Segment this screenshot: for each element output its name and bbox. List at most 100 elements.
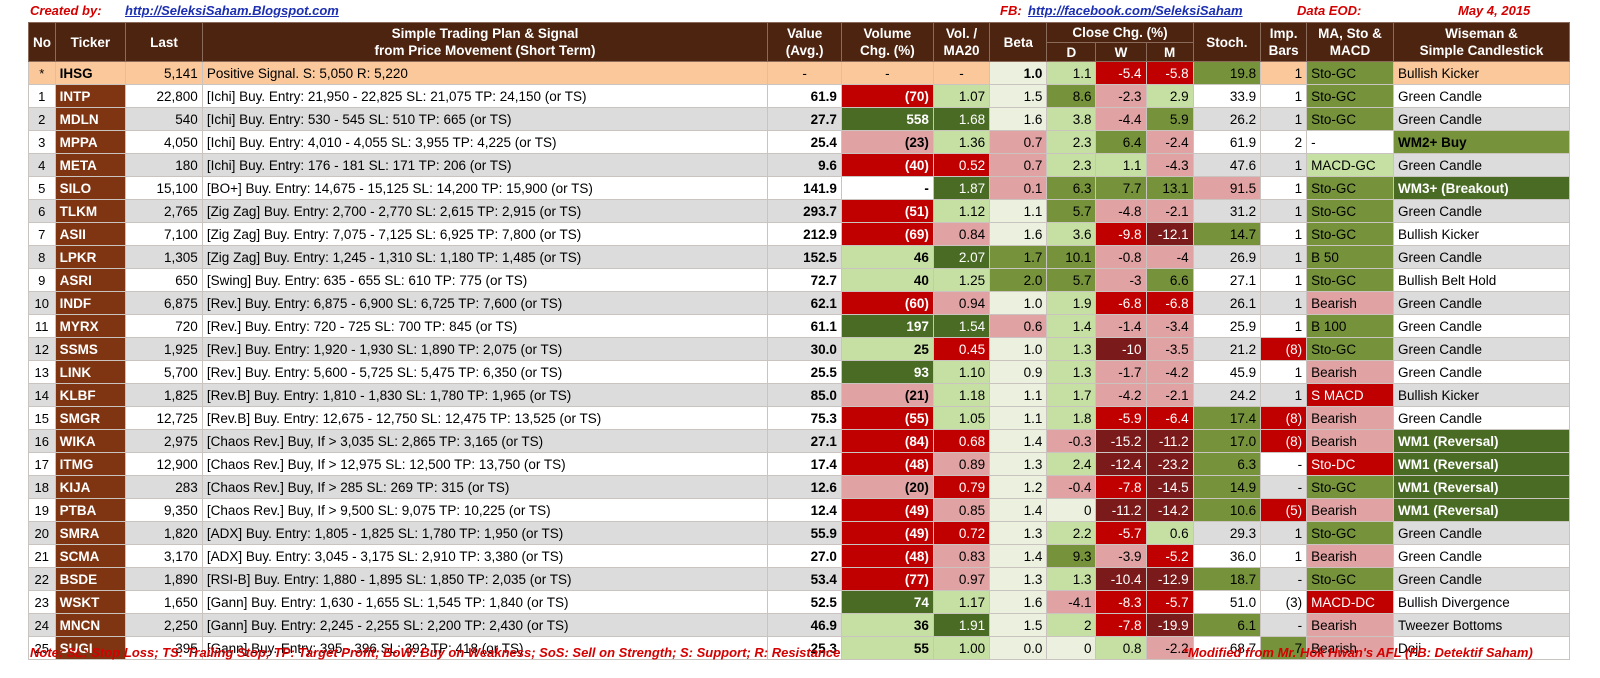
cell-ma: B 100 bbox=[1306, 314, 1394, 338]
cell-wise: Tweezer Bottoms bbox=[1393, 613, 1570, 637]
cell-vol: 1.10 bbox=[932, 360, 991, 384]
cell-volume: (55) bbox=[840, 406, 934, 430]
cell-wise: Green Candle bbox=[1393, 337, 1570, 361]
cell-volume: (48) bbox=[840, 544, 934, 568]
cell-d: 1.4 bbox=[1046, 314, 1097, 338]
table-row: * IHSG 5,141 Positive Signal. S: 5,050 R: 5… bbox=[28, 61, 1570, 85]
cell-plan: Positive Signal. S: 5,050 R: 5,220 bbox=[201, 61, 769, 85]
cell-plan: [Zig Zag] Buy. Entry: 1,245 - 1,310 SL: … bbox=[201, 245, 769, 269]
cell-no: 9 bbox=[28, 268, 56, 292]
cell-ma: Sto-DC bbox=[1306, 452, 1394, 476]
cell-value: 27.7 bbox=[767, 107, 842, 131]
cell-ticker: SUGI bbox=[54, 636, 127, 660]
cell-plan: [Rev.B] Buy. Entry: 1,810 - 1,830 SL: 1,… bbox=[201, 383, 769, 407]
cell-imp: 1 bbox=[1260, 521, 1308, 545]
cell-volume: (69) bbox=[840, 222, 934, 246]
cell-ticker: LPKR bbox=[54, 245, 127, 269]
cell-imp: 1 bbox=[1260, 383, 1308, 407]
cell-vol: 1.87 bbox=[932, 176, 991, 200]
cell-no: 24 bbox=[28, 613, 56, 637]
cell-value: 25.4 bbox=[767, 130, 842, 154]
col-stoch: Stoch. bbox=[1192, 22, 1262, 62]
cell-vol: - bbox=[932, 61, 991, 85]
cell-m: -4 bbox=[1145, 245, 1194, 269]
cell-ticker: MNCN bbox=[54, 613, 127, 637]
cell-vol: 1.91 bbox=[932, 613, 991, 637]
cell-ma: Sto-GC bbox=[1306, 199, 1394, 223]
cell-no: 8 bbox=[28, 245, 56, 269]
cell-w: -4.4 bbox=[1095, 107, 1147, 131]
cell-stoch: 47.6 bbox=[1192, 153, 1262, 177]
cell-ma: B 50 bbox=[1306, 245, 1394, 269]
table-row: 15 SMGR 12,725 [Rev.B] Buy. Entry: 12,675 -… bbox=[28, 406, 1570, 430]
cell-w: -7.8 bbox=[1095, 475, 1147, 499]
col-plan: Simple Trading Plan & Signal from Price M… bbox=[201, 22, 769, 62]
table-row: 14 KLBF 1,825 [Rev.B] Buy. Entry: 1,810 - 1… bbox=[28, 383, 1570, 407]
cell-no: 2 bbox=[28, 107, 56, 131]
facebook-link[interactable]: http://facebook.com/SeleksiSaham bbox=[1028, 3, 1243, 18]
cell-last: 2,250 bbox=[125, 613, 203, 637]
cell-beta: 1.3 bbox=[989, 567, 1048, 591]
cell-stoch: 91.5 bbox=[1192, 176, 1262, 200]
cell-volume: (23) bbox=[840, 130, 934, 154]
cell-d: 5.7 bbox=[1046, 199, 1097, 223]
cell-ticker: WIKA bbox=[54, 429, 127, 453]
cell-plan: [ADX] Buy. Entry: 1,805 - 1,825 SL: 1,78… bbox=[201, 521, 769, 545]
cell-w: -7.8 bbox=[1095, 613, 1147, 637]
cell-volume: 197 bbox=[840, 314, 934, 338]
cell-d: 3.6 bbox=[1046, 222, 1097, 246]
table-row: 23 WSKT 1,650 [Gann] Buy. Entry: 1,630 - 1,… bbox=[28, 590, 1570, 614]
cell-no: 3 bbox=[28, 130, 56, 154]
cell-wise: Green Candle bbox=[1393, 84, 1570, 108]
cell-m: -19.9 bbox=[1145, 613, 1194, 637]
cell-last: 12,900 bbox=[125, 452, 203, 476]
cell-wise: Green Candle bbox=[1393, 544, 1570, 568]
blog-link[interactable]: http://SeleksiSaham.Blogspot.com bbox=[125, 3, 339, 18]
cell-last: 650 bbox=[125, 268, 203, 292]
cell-volume: (60) bbox=[840, 291, 934, 315]
cell-m: -12.9 bbox=[1145, 567, 1194, 591]
cell-no: 15 bbox=[28, 406, 56, 430]
col-last: Last bbox=[125, 22, 203, 62]
cell-beta: 0.0 bbox=[989, 636, 1048, 660]
cell-plan: [Ichi] Buy. Entry: 4,010 - 4,055 SL: 3,9… bbox=[201, 130, 769, 154]
cell-w: -12.4 bbox=[1095, 452, 1147, 476]
cell-ticker: KLBF bbox=[54, 383, 127, 407]
cell-last: 5,141 bbox=[125, 61, 203, 85]
cell-wise: Green Candle bbox=[1393, 360, 1570, 384]
cell-wise: Bullish Kicker bbox=[1393, 383, 1570, 407]
cell-last: 5,700 bbox=[125, 360, 203, 384]
table-row: 21 SCMA 3,170 [ADX] Buy. Entry: 3,045 - 3,1… bbox=[28, 544, 1570, 568]
cell-imp: 1 bbox=[1260, 245, 1308, 269]
cell-ticker: ASRI bbox=[54, 268, 127, 292]
cell-d: 1.7 bbox=[1046, 383, 1097, 407]
table-row: 2 MDLN 540 [Ichi] Buy. Entry: 530 - 545 SL:… bbox=[28, 107, 1570, 131]
cell-value: 27.1 bbox=[767, 429, 842, 453]
cell-ticker: BSDE bbox=[54, 567, 127, 591]
table-row: 5 SILO 15,100 [BO+] Buy. Entry: 14,675 - 15… bbox=[28, 176, 1570, 200]
cell-m: -2.1 bbox=[1145, 383, 1194, 407]
cell-d: 9.3 bbox=[1046, 544, 1097, 568]
cell-m: -6.4 bbox=[1145, 406, 1194, 430]
cell-wise: Bullish Divergence bbox=[1393, 590, 1570, 614]
cell-wise: WM1 (Reversal) bbox=[1393, 452, 1570, 476]
cell-stoch: 14.9 bbox=[1192, 475, 1262, 499]
cell-wise: Green Candle bbox=[1393, 291, 1570, 315]
cell-wise: Bullish Kicker bbox=[1393, 61, 1570, 85]
cell-plan: [Chaos Rev.] Buy, If > 285 SL: 269 TP: 3… bbox=[201, 475, 769, 499]
data-date: May 4, 2015 bbox=[1458, 3, 1531, 18]
cell-no: 17 bbox=[28, 452, 56, 476]
cell-value: 72.7 bbox=[767, 268, 842, 292]
cell-stoch: 51.0 bbox=[1192, 590, 1262, 614]
cell-no: 13 bbox=[28, 360, 56, 384]
cell-no: 23 bbox=[28, 590, 56, 614]
cell-stoch: 26.9 bbox=[1192, 245, 1262, 269]
cell-stoch: 31.2 bbox=[1192, 199, 1262, 223]
cell-imp: 1 bbox=[1260, 268, 1308, 292]
cell-plan: [Swing] Buy. Entry: 635 - 655 SL: 610 TP… bbox=[201, 268, 769, 292]
cell-beta: 0.7 bbox=[989, 153, 1048, 177]
cell-volume: (51) bbox=[840, 199, 934, 223]
cell-m: -11.2 bbox=[1145, 429, 1194, 453]
cell-last: 283 bbox=[125, 475, 203, 499]
cell-imp: 1 bbox=[1260, 199, 1308, 223]
